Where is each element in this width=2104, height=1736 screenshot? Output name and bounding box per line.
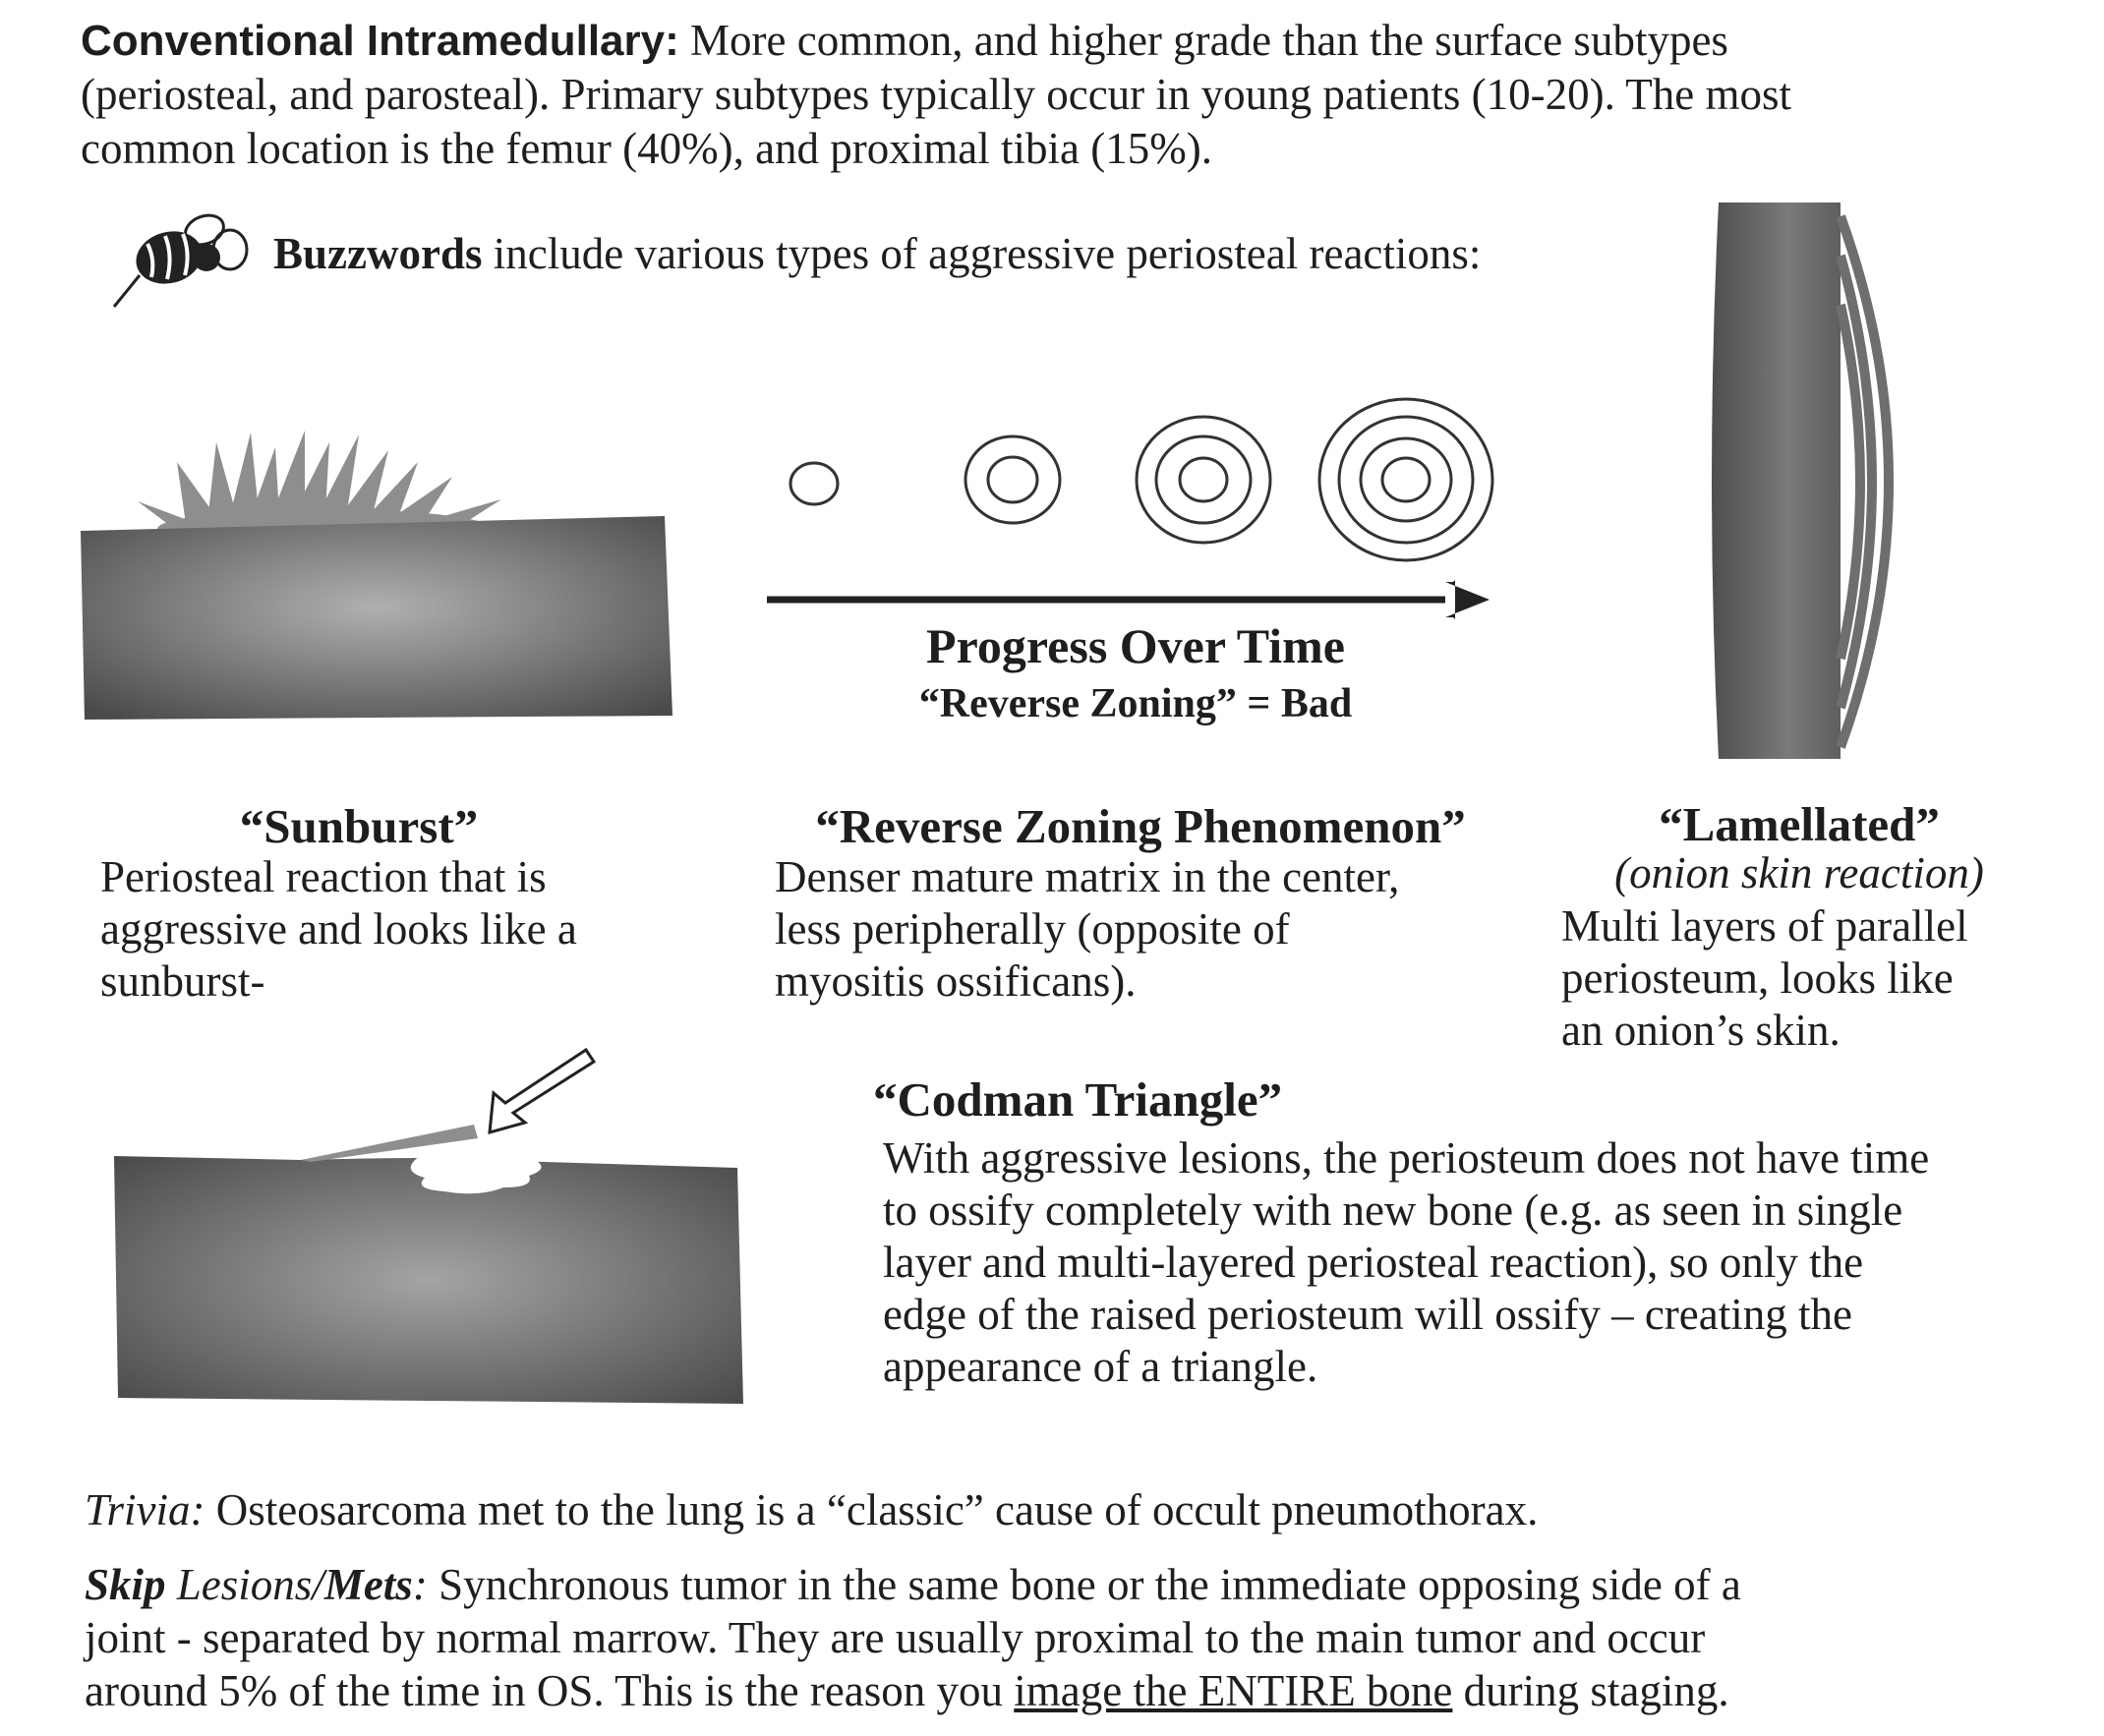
intro-line-3: common location is the femur (40%), and …: [81, 124, 1212, 173]
bee-icon: [112, 213, 249, 308]
skip-line-1: Skip Lesions/Mets: Synchronous tumor in …: [85, 1560, 1741, 1609]
intro-line-2: (periosteal, and parosteal). Primary sub…: [81, 70, 1791, 119]
skip-lesions-paragraph: Skip Lesions/Mets: Synchronous tumor in …: [85, 1558, 2031, 1717]
sunburst-illustration: [81, 431, 672, 720]
sunburst-title: “Sunburst”: [239, 799, 479, 853]
trivia-text: Osteosarcoma met to the lung is a “class…: [205, 1485, 1539, 1534]
skip-underlined-text: image the ENTIRE bone: [1014, 1666, 1453, 1715]
buzzwords-text: include various types of aggressive peri…: [482, 229, 1482, 278]
intro-heading: Conventional Intramedullary:: [81, 17, 679, 65]
sunburst-description: Periosteal reaction that is aggressive a…: [100, 852, 577, 1006]
reverse-zoning-description: Denser mature matrix in the center, less…: [775, 852, 1400, 1006]
lamellated-title: “Lamellated”: [1659, 797, 1940, 851]
skip-line-3: around 5% of the time in OS. This is the…: [85, 1666, 1729, 1715]
reverse-zoning-illustration: [767, 397, 1494, 619]
buzzwords-label: Buzzwords: [273, 229, 483, 278]
reverse-zoning-title: “Reverse Zoning Phenomenon”: [815, 799, 1466, 853]
progress-title: Progress Over Time: [926, 618, 1345, 673]
codman-description: With aggressive lesions, the periosteum …: [883, 1133, 1930, 1391]
trivia-line: Trivia: Osteosarcoma met to the lung is …: [85, 1484, 2031, 1535]
skip-line-2: joint - separated by normal marrow. They…: [85, 1613, 1706, 1662]
intro-line-1: Conventional Intramedullary: More common…: [81, 16, 1728, 65]
codman-title: “Codman Triangle”: [873, 1072, 1283, 1127]
intro-paragraph: Conventional Intramedullary: More common…: [81, 14, 2027, 176]
lamellated-description: Multi layers of parallel periosteum, loo…: [1561, 901, 1968, 1055]
trivia-label: Trivia:: [85, 1485, 205, 1534]
lamellated-subtitle: (onion skin reaction): [1614, 848, 1984, 897]
codman-illustration: [114, 1047, 743, 1404]
lamellated-illustration: [1712, 203, 1894, 759]
progress-subtitle: “Reverse Zoning” = Bad: [918, 681, 1353, 726]
hollow-arrow-icon: [488, 1047, 597, 1135]
buzzwords-line: Buzzwords include various types of aggre…: [273, 228, 1481, 279]
progress-arrow-head: [1445, 580, 1490, 619]
